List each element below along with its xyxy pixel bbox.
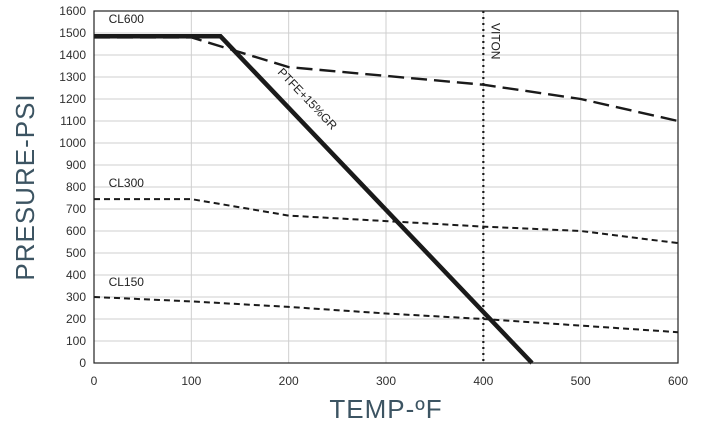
label-cl150: CL150 [109, 275, 145, 289]
series-line-cl150 [93, 296, 679, 334]
y-tick-label: 600 [66, 224, 86, 238]
plot-frame [93, 10, 679, 364]
x-tick-label: 200 [279, 374, 299, 388]
y-tick-label: 1000 [59, 136, 86, 150]
x-axis-title: TEMP-ºF [329, 394, 442, 424]
y-tick-label: 300 [66, 290, 86, 304]
y-tick-label: 200 [66, 312, 86, 326]
x-tick-label: 600 [668, 374, 688, 388]
y-tick-label: 1400 [59, 48, 86, 62]
y-tick-label: 1300 [59, 70, 86, 84]
series-line-cl300 [94, 198, 679, 245]
y-tick-label: 100 [66, 334, 86, 348]
y-tick-label: 400 [66, 268, 86, 282]
y-tick-label: 1600 [59, 4, 86, 18]
y-tick-label: 1200 [59, 92, 86, 106]
series-line-ptfe-15-gr [94, 34, 534, 365]
x-tick-label: 0 [91, 374, 98, 388]
grid [93, 10, 679, 364]
y-tick-label: 700 [66, 202, 86, 216]
y-tick-label: 800 [66, 180, 86, 194]
label-cl300: CL300 [109, 176, 145, 190]
y-tick-label: 0 [79, 356, 86, 370]
y-tick-label: 500 [66, 246, 86, 260]
y-tick-label: 1500 [59, 26, 86, 40]
y-tick-label: 900 [66, 158, 86, 172]
x-tick-label: 500 [571, 374, 591, 388]
x-tick-label: 300 [376, 374, 396, 388]
series-lines [93, 11, 679, 365]
x-tick-label: 100 [181, 374, 201, 388]
y-tick-label: 1100 [60, 114, 86, 128]
tick-labels: 0100200300400500600700800900100011001200… [59, 4, 688, 388]
label-viton: VITON [488, 23, 502, 59]
y-axis-title: PRESURE-PSI [10, 93, 40, 280]
x-tick-label: 400 [473, 374, 493, 388]
label-cl600: CL600 [109, 12, 145, 26]
